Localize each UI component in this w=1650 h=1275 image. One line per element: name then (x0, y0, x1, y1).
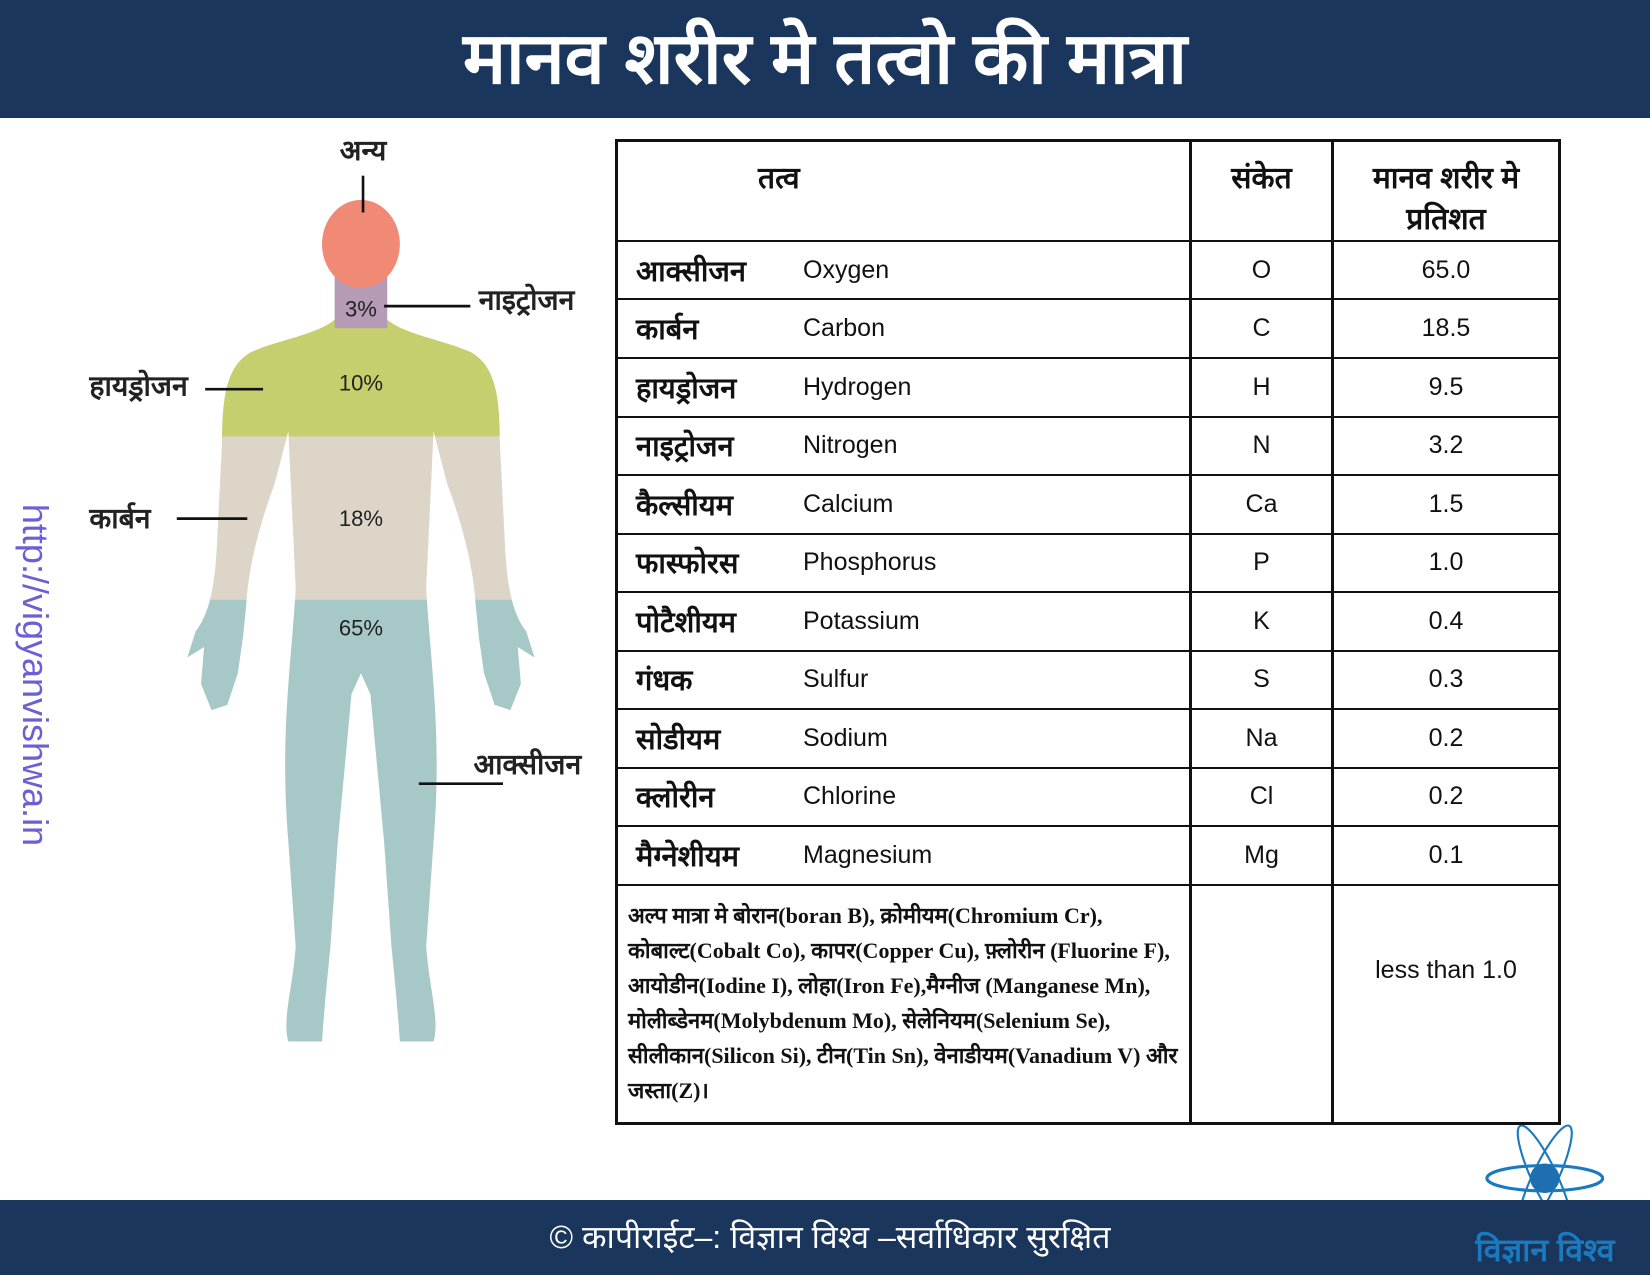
element-hindi: मैग्नेशीयम (615, 825, 802, 886)
element-symbol: H (1189, 356, 1334, 418)
element-hindi: फास्फोरस (615, 532, 802, 594)
table-row: फास्फोरस Phosphorus P 1.0 (615, 532, 1561, 594)
element-percent: 0.3 (1331, 649, 1561, 711)
element-percent: 0.2 (1331, 708, 1561, 769)
element-hindi: गंधक (615, 649, 802, 711)
element-symbol: Cl (1189, 766, 1334, 828)
table-row: पोटैशीयम Potassium K 0.4 (615, 591, 1561, 652)
element-percent: 9.5 (1331, 356, 1561, 418)
element-percent: 65.0 (1331, 239, 1561, 301)
page-title: मानव शरीर मे तत्वो की मात्रा (462, 19, 1188, 99)
percent-nitrogen: 3% (345, 297, 377, 322)
element-hindi: हायड्रोजन (615, 356, 802, 418)
element-english: Magnesium (802, 825, 1192, 886)
element-hindi: कार्बन (615, 298, 802, 359)
element-percent: 3.2 (1331, 415, 1561, 477)
table-row: सोडीयम Sodium Na 0.2 (615, 708, 1561, 769)
table-row: आक्सीजन Oxygen O 65.0 (615, 239, 1561, 301)
element-symbol: C (1189, 298, 1334, 359)
copyright-text: © कापीराईट–: विज्ञान विश्व –सर्वाधिकार स… (549, 1219, 1111, 1255)
element-hindi: क्लोरीन (615, 766, 802, 828)
header-element: तत्व (615, 139, 1192, 242)
percent-hydrogen: 10% (339, 370, 383, 395)
header-symbol: संकेत (1189, 139, 1334, 242)
element-symbol: Na (1189, 708, 1334, 769)
table-row: कार्बन Carbon C 18.5 (615, 298, 1561, 359)
table-row: नाइट्रोजन Nitrogen N 3.2 (615, 415, 1561, 477)
element-hindi: सोडीयम (615, 708, 802, 769)
percent-oxygen: 65% (339, 615, 383, 640)
element-english: Sodium (802, 708, 1192, 769)
label-nitrogen: नाइट्रोजन (478, 283, 576, 316)
element-symbol: N (1189, 415, 1334, 477)
label-carbon: कार्बन (88, 502, 151, 535)
element-english: Sulfur (802, 649, 1192, 711)
element-hindi: पोटैशीयम (615, 591, 802, 652)
element-percent: 18.5 (1331, 298, 1561, 359)
trace-percent: less than 1.0 (1331, 883, 1561, 1125)
element-hindi: आक्सीजन (615, 239, 802, 301)
element-symbol: P (1189, 532, 1334, 594)
other-region-head (322, 199, 400, 289)
trace-symbol-cell (1189, 883, 1334, 1125)
header-band (0, 0, 1650, 118)
header-percent: मानव शरीर मे प्रतिशत (1331, 139, 1561, 242)
table-row: कैल्सीयम Calcium Ca 1.5 (615, 474, 1561, 535)
elements-table: तत्व संकेत मानव शरीर मे प्रतिशत आक्सीजन O… (615, 139, 1561, 1125)
element-english: Phosphorus (802, 532, 1192, 594)
element-percent: 0.2 (1331, 766, 1561, 828)
element-english: Carbon (802, 298, 1192, 359)
element-hindi: कैल्सीयम (615, 474, 802, 535)
element-symbol: Mg (1189, 825, 1334, 886)
element-english: Calcium (802, 474, 1192, 535)
footer-band (0, 1200, 1650, 1275)
table-row: गंधक Sulfur S 0.3 (615, 649, 1561, 711)
trace-elements-note: अल्प मात्रा मे बोरान(boran B), क्रोमीयम(… (615, 883, 1192, 1125)
element-percent: 0.1 (1331, 825, 1561, 886)
element-percent: 0.4 (1331, 591, 1561, 652)
element-english: Nitrogen (802, 415, 1192, 477)
element-english: Hydrogen (802, 356, 1192, 418)
table-row: क्लोरीन Chlorine Cl 0.2 (615, 766, 1561, 828)
element-symbol: Ca (1189, 474, 1334, 535)
oxygen-region (187, 599, 535, 1042)
element-percent: 1.5 (1331, 474, 1561, 535)
element-english: Oxygen (802, 239, 1192, 301)
element-symbol: S (1189, 649, 1334, 711)
element-english: Potassium (802, 591, 1192, 652)
label-oxygen: आक्सीजन (474, 748, 583, 781)
element-percent: 1.0 (1331, 532, 1561, 594)
table-row: मैग्नेशीयम Magnesium Mg 0.1 (615, 825, 1561, 886)
percent-carbon: 18% (339, 506, 383, 531)
label-other: अन्य (340, 135, 388, 167)
element-symbol: O (1189, 239, 1334, 301)
element-hindi: नाइट्रोजन (615, 415, 802, 477)
element-symbol: K (1189, 591, 1334, 652)
label-hydrogen: हायड्रोजन (88, 370, 189, 403)
table-row: हायड्रोजन Hydrogen H 9.5 (615, 356, 1561, 418)
logo-text: विज्ञान विश्व (1475, 1232, 1615, 1268)
element-english: Chlorine (802, 766, 1192, 828)
